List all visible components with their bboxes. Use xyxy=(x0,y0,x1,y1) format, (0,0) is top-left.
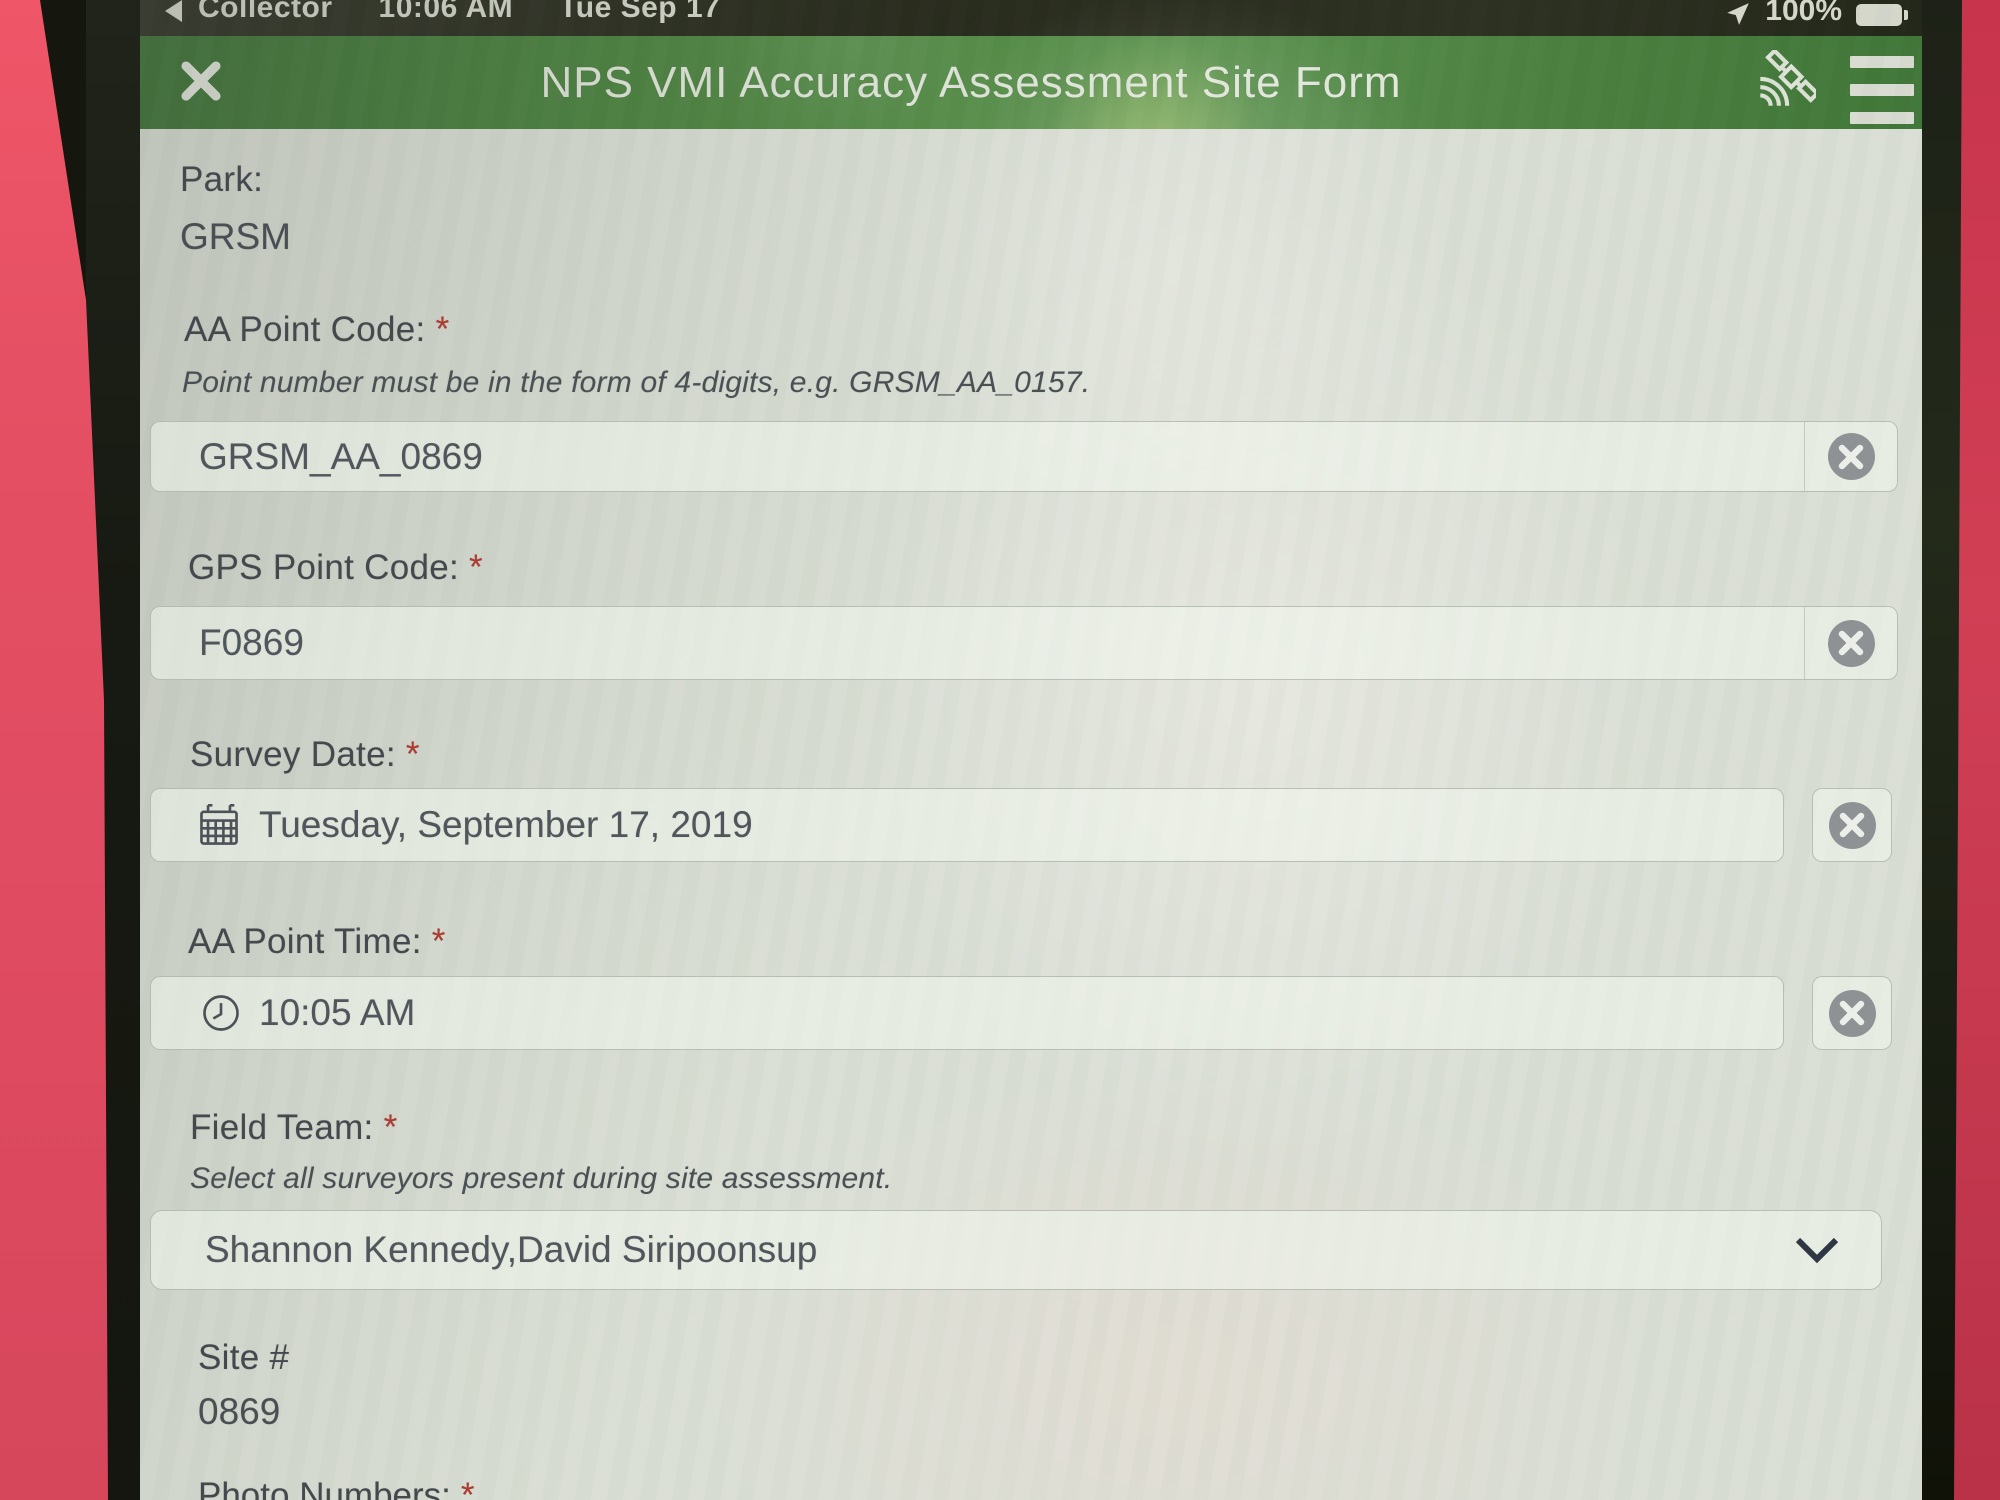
status-date: Tue Sep 17 xyxy=(559,0,721,24)
aa-point-code-clear-button[interactable] xyxy=(1804,422,1897,491)
aa-point-code-hint: Point number must be in the form of 4-di… xyxy=(182,366,1091,399)
page-title: NPS VMI Accuracy Assessment Site Form xyxy=(540,57,1402,107)
survey-date-value: Tuesday, September 17, 2019 xyxy=(259,804,753,845)
required-asterisk: * xyxy=(383,1108,398,1147)
clear-x-icon xyxy=(1827,433,1875,480)
battery-percent: 100% xyxy=(1765,0,1842,27)
aa-point-code-value: GRSM_AA_0869 xyxy=(199,435,483,477)
site-number-value: 0869 xyxy=(198,1391,281,1432)
required-asterisk: * xyxy=(435,310,450,349)
back-to-app-icon xyxy=(165,0,182,22)
survey-date-clear-button[interactable] xyxy=(1812,788,1892,862)
required-asterisk: * xyxy=(431,922,446,961)
status-time: 10:06 AM xyxy=(378,0,514,24)
park-label: Park: xyxy=(180,160,264,199)
tablet-screen: Collector 10:06 AM Tue Sep 17 100% NPS V… xyxy=(140,0,1922,1500)
clear-x-icon xyxy=(1827,619,1875,667)
gps-satellite-icon[interactable] xyxy=(1750,50,1816,116)
aa-point-code-input[interactable]: GRSM_AA_0869 xyxy=(150,421,1898,492)
required-asterisk: * xyxy=(469,548,483,587)
back-to-app-label[interactable]: Collector xyxy=(198,0,333,24)
form-header: NPS VMI Accuracy Assessment Site Form xyxy=(140,36,1922,129)
aa-point-code-label: AA Point Code: * xyxy=(184,310,450,349)
aa-point-time-clear-button[interactable] xyxy=(1812,976,1892,1050)
status-bar: Collector 10:06 AM Tue Sep 17 100% xyxy=(140,0,1922,36)
clock-icon xyxy=(203,995,239,1031)
gps-point-code-value: F0869 xyxy=(199,622,304,663)
battery-icon xyxy=(1856,3,1908,26)
aa-point-time-input[interactable]: 10:05 AM xyxy=(150,976,1784,1050)
field-team-hint: Select all surveyors present during site… xyxy=(190,1162,893,1195)
pink-case-right-edge xyxy=(1954,0,2000,1500)
close-icon[interactable] xyxy=(178,58,224,104)
aa-point-time-label: AA Point Time: * xyxy=(188,922,446,961)
survey-date-input[interactable]: Tuesday, September 17, 2019 xyxy=(150,788,1784,862)
menu-icon[interactable] xyxy=(1850,56,1914,124)
clear-x-icon xyxy=(1828,801,1876,849)
calendar-icon xyxy=(200,803,238,845)
field-team-dropdown[interactable]: Shannon Kennedy,David Siripoonsup xyxy=(150,1210,1882,1290)
gps-point-code-clear-button[interactable] xyxy=(1804,607,1897,679)
required-asterisk: * xyxy=(405,735,420,774)
aa-point-time-value: 10:05 AM xyxy=(259,992,416,1033)
required-asterisk: * xyxy=(460,1476,475,1500)
gps-point-code-input[interactable]: F0869 xyxy=(150,606,1898,680)
location-services-icon xyxy=(1727,3,1750,25)
field-team-value: Shannon Kennedy,David Siripoonsup xyxy=(205,1229,818,1270)
site-number-label: Site # xyxy=(198,1338,290,1377)
park-value: GRSM xyxy=(180,216,291,257)
field-team-label: Field Team: * xyxy=(190,1108,398,1147)
photo-numbers-label: Photo Numbers: * xyxy=(198,1476,475,1500)
chevron-down-icon xyxy=(1795,1237,1839,1264)
survey-date-label: Survey Date: * xyxy=(190,735,420,774)
gps-point-code-label: GPS Point Code: * xyxy=(188,548,483,587)
clear-x-icon xyxy=(1828,989,1876,1037)
